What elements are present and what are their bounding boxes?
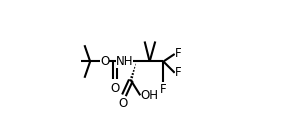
Text: NH: NH	[116, 55, 133, 68]
Text: O: O	[110, 82, 119, 95]
Text: O: O	[119, 97, 128, 110]
Text: F: F	[175, 66, 182, 79]
Text: OH: OH	[141, 89, 159, 102]
Text: F: F	[160, 83, 167, 96]
Text: O: O	[100, 55, 109, 68]
Text: F: F	[175, 47, 182, 61]
